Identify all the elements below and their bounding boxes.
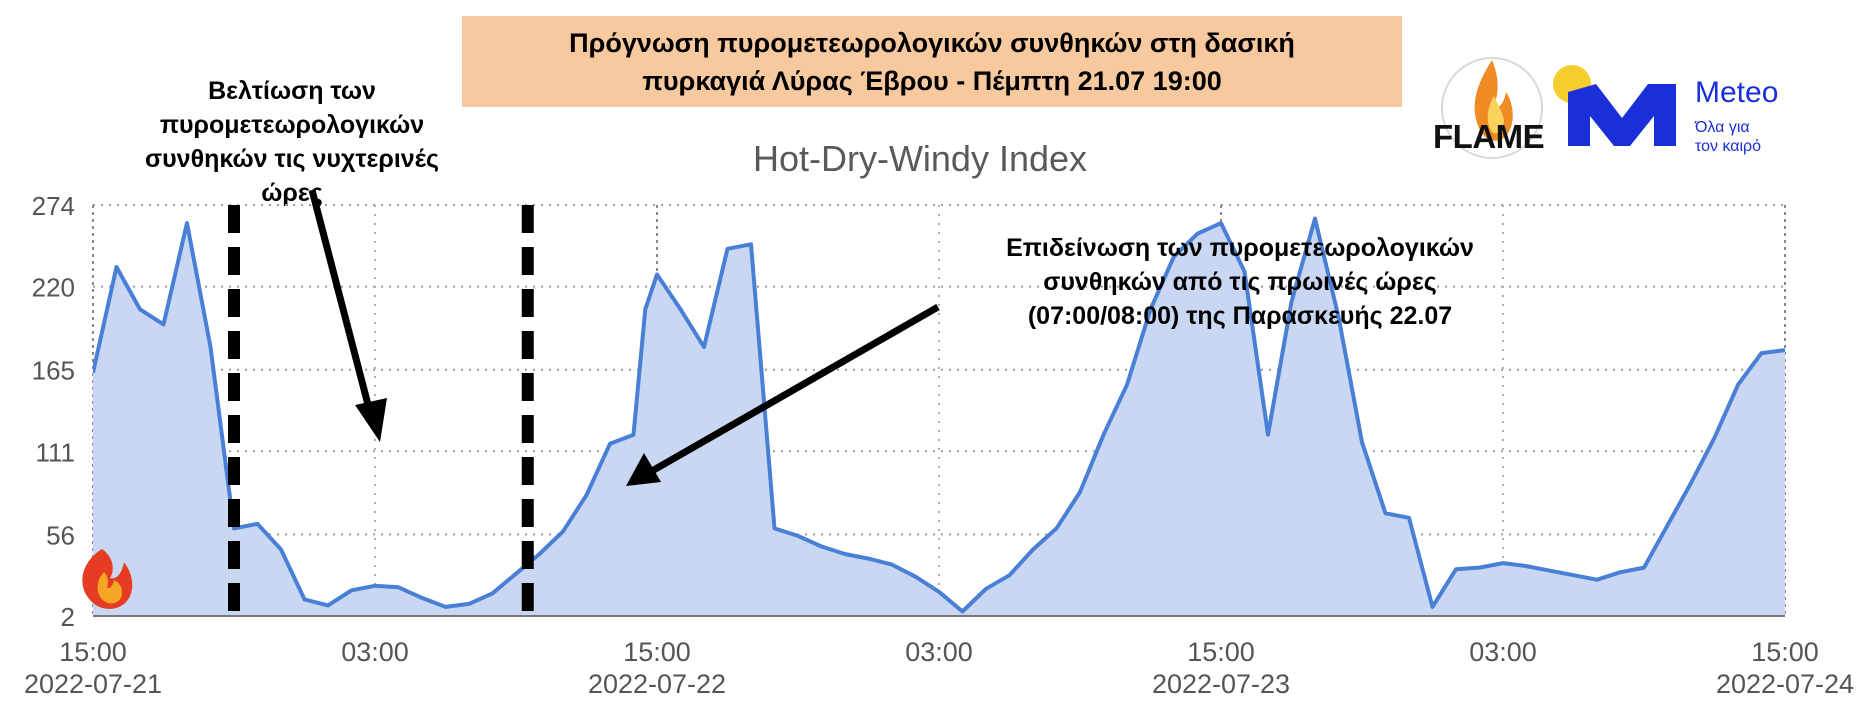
- x-tick-label: 03:00: [1469, 637, 1537, 667]
- arrow-right-head: [626, 453, 661, 486]
- chart-title: Hot-Dry-Windy Index: [753, 138, 1087, 179]
- meteo-tagline-2: τον καιρό: [1695, 138, 1762, 155]
- x-tick-date-label: 2022-07-24: [1716, 669, 1854, 699]
- meteo-m-icon: [1568, 84, 1676, 146]
- annotation-improvement: Βελτίωση των πυρομετεωρολογικών συνθηκών…: [112, 74, 472, 210]
- x-tick-date-label: 2022-07-23: [1152, 669, 1290, 699]
- annotation-improvement-line-1: Βελτίωση των: [208, 77, 376, 105]
- y-tick-label: 56: [46, 520, 75, 550]
- x-tick-label: 15:00: [59, 637, 127, 667]
- title-banner: Πρόγνωση πυρομετεωρολογικών συνθηκών στη…: [462, 16, 1402, 107]
- y-tick-label: 220: [32, 273, 75, 303]
- vertical-markers: [228, 205, 534, 622]
- series-line: [93, 216, 1785, 614]
- title-line-2: πυρκαγιά Λύρας Έβρου - Πέμπτη 21.07 19:0…: [642, 65, 1222, 96]
- arrow-left-head: [355, 398, 387, 442]
- x-tick-date-label: 2022-07-21: [24, 669, 162, 699]
- x-tick-label: 03:00: [905, 637, 973, 667]
- annotation-improvement-line-3: συνθηκών τις νυχτερινές ώρες: [145, 145, 439, 207]
- logos: FLAME Meteo Όλα για τον καιρό: [1430, 48, 1840, 168]
- meteo-tagline-1: Όλα για: [1695, 119, 1750, 136]
- x-tick-label: 03:00: [341, 637, 409, 667]
- y-tick-label: 2: [61, 602, 75, 632]
- x-tick-date-label: 2022-07-22: [588, 669, 726, 699]
- y-tick-label: 165: [32, 356, 75, 386]
- x-tick-label: 15:00: [1187, 637, 1255, 667]
- meteo-wordmark: Meteo: [1695, 76, 1779, 109]
- annotation-arrows: [308, 189, 940, 486]
- annotation-improvement-line-2: πυρομετεωρολογικών: [159, 111, 425, 139]
- fire-icon: [82, 549, 133, 609]
- y-tick-label: 274: [32, 191, 75, 221]
- arrow-left-shaft: [308, 189, 376, 421]
- arrow-right-shaft: [643, 303, 940, 479]
- data-series: [93, 216, 1785, 616]
- meteo-logo: [1553, 65, 1676, 146]
- x-tick-label: 15:00: [623, 637, 691, 667]
- grid: [92, 204, 1786, 617]
- series-area: [93, 218, 1785, 616]
- y-tick-label: 111: [35, 437, 75, 467]
- x-tick-label: 15:00: [1751, 637, 1819, 667]
- meteo-tagline: Όλα για τον καιρό: [1695, 118, 1761, 156]
- flame-wordmark: FLAME: [1433, 118, 1545, 155]
- title-line-1: Πρόγνωση πυρομετεωρολογικών συνθηκών στη…: [569, 27, 1295, 58]
- annotation-worsening-line-1: Επιδείνωση των πυρομετεωρολογικών: [1006, 234, 1474, 262]
- annotation-worsening-line-2: συνθηκών από τις πρωινές ώρες: [1043, 268, 1437, 296]
- flame-logo-graphic: [1441, 57, 1543, 159]
- annotation-worsening-line-3: (07:00/08:00) της Παρασκευής 22.07: [1027, 302, 1453, 330]
- annotation-worsening: Επιδείνωση των πυρομετεωρολογικών συνθηκ…: [960, 231, 1520, 333]
